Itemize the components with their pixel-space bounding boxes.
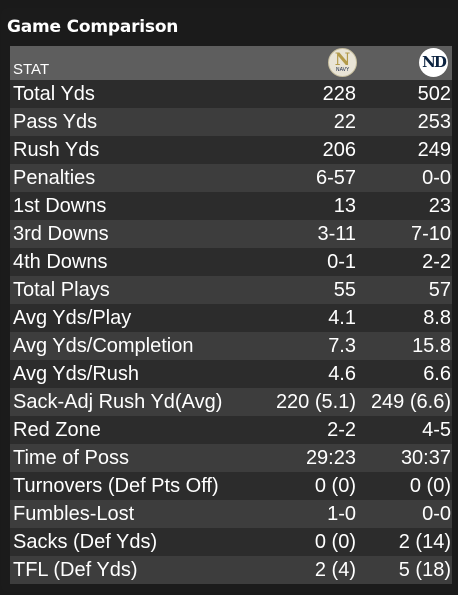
- notre-dame-value: 15.8: [412, 335, 451, 357]
- table-row: Sack-Adj Rush Yd(Avg) 220 (5.1) 249 (6.6): [10, 388, 452, 416]
- navy-logo-sub: NAVY: [335, 67, 350, 73]
- stat-label: Sack-Adj Rush Yd(Avg): [13, 391, 223, 413]
- navy-value: 1-0: [327, 503, 356, 525]
- stat-label: Avg Yds/Rush: [13, 363, 140, 385]
- game-comparison-panel: Game Comparison STAT N NAVY ND Total Yds…: [1, 8, 456, 592]
- navy-value: 55: [333, 279, 356, 301]
- comparison-table: STAT N NAVY ND Total Yds 228 502 Pass Yds 22…: [10, 46, 452, 584]
- table-row: 4th Downs 0-1 2-2: [10, 248, 452, 276]
- table-row: Avg Yds/Play 4.1 8.8: [10, 304, 452, 332]
- notre-dame-logo-letter: ND: [422, 53, 447, 71]
- stat-label: Avg Yds/Completion: [13, 335, 194, 357]
- stat-label: 1st Downs: [13, 195, 107, 217]
- navy-value: 29:23: [305, 447, 356, 469]
- table-row: TFL (Def Yds) 2 (4) 5 (18): [10, 556, 452, 584]
- table-row: Fumbles-Lost 1-0 0-0: [10, 500, 452, 528]
- navy-value: 13: [333, 195, 356, 217]
- notre-dame-value: 7-10: [410, 223, 451, 245]
- notre-dame-value: 57: [428, 279, 451, 301]
- table-body: Total Yds 228 502 Pass Yds 22 253 Rush Yds 206 2…: [10, 80, 452, 584]
- notre-dame-value: 30:37: [400, 447, 451, 469]
- stat-label: Total Plays: [13, 279, 110, 301]
- navy-logo-icon[interactable]: N NAVY: [328, 48, 357, 77]
- stat-label: Sacks (Def Yds): [13, 531, 158, 553]
- table-row: Time of Poss 29:23 30:37: [10, 444, 452, 472]
- navy-value: 4.1: [328, 307, 356, 329]
- stat-label: Fumbles-Lost: [13, 503, 135, 525]
- navy-value: 3-11: [317, 223, 356, 245]
- stat-label: Red Zone: [13, 419, 101, 441]
- stat-label: Turnovers (Def Pts Off): [13, 475, 219, 497]
- notre-dame-value: 0 (0): [409, 475, 451, 497]
- navy-value: 4.6: [328, 363, 356, 385]
- table-row: Total Plays 55 57: [10, 276, 452, 304]
- notre-dame-value: 253: [417, 111, 451, 133]
- notre-dame-value: 0-0: [422, 503, 451, 525]
- navy-value: 2 (4): [314, 559, 356, 581]
- stat-label: 4th Downs: [13, 251, 108, 273]
- stat-label: Avg Yds/Play: [13, 307, 132, 329]
- navy-value: 22: [333, 111, 356, 133]
- table-row: Sacks (Def Yds) 0 (0) 2 (14): [10, 528, 452, 556]
- notre-dame-value: 4-5: [422, 419, 451, 441]
- notre-dame-value: 2-2: [422, 251, 451, 273]
- table-row: 1st Downs 13 23: [10, 192, 452, 220]
- navy-logo-letter: N: [334, 50, 351, 70]
- table-row: Total Yds 228 502: [10, 80, 452, 108]
- notre-dame-value: 249 (6.6): [370, 391, 451, 413]
- stat-label: Time of Poss: [13, 447, 129, 469]
- table-row: Red Zone 2-2 4-5: [10, 416, 452, 444]
- stat-label: Penalties: [13, 167, 96, 189]
- table-row: Turnovers (Def Pts Off) 0 (0) 0 (0): [10, 472, 452, 500]
- stat-label: Rush Yds: [13, 139, 100, 161]
- navy-value: 206: [322, 139, 356, 161]
- navy-value: 220 (5.1): [275, 391, 356, 413]
- notre-dame-value: 5 (18): [398, 559, 451, 581]
- table-row: Rush Yds 206 249: [10, 136, 452, 164]
- notre-dame-value: 502: [417, 83, 451, 105]
- navy-value: 2-2: [327, 419, 356, 441]
- stat-label: TFL (Def Yds): [13, 559, 138, 581]
- navy-value: 0 (0): [314, 531, 356, 553]
- notre-dame-value: 6.6: [423, 363, 451, 385]
- notre-dame-value: 0-0: [422, 167, 451, 189]
- table-row: 3rd Downs 3-11 7-10: [10, 220, 452, 248]
- navy-value: 0-1: [327, 251, 356, 273]
- notre-dame-value: 249: [417, 139, 451, 161]
- notre-dame-value: 2 (14): [398, 531, 451, 553]
- table-row: Avg Yds/Completion 7.3 15.8: [10, 332, 452, 360]
- table-header-row: STAT N NAVY ND: [10, 46, 452, 80]
- navy-value: 228: [322, 83, 356, 105]
- navy-value: 6-57: [315, 167, 356, 189]
- table-row: Penalties 6-57 0-0: [10, 164, 452, 192]
- table-row: Pass Yds 22 253: [10, 108, 452, 136]
- stat-label: Total Yds: [13, 83, 95, 105]
- table-row: Avg Yds/Rush 4.6 6.6: [10, 360, 452, 388]
- notre-dame-value: 23: [428, 195, 451, 217]
- stat-label: 3rd Downs: [13, 223, 109, 245]
- notre-dame-value: 8.8: [423, 307, 451, 329]
- stat-label: Pass Yds: [13, 111, 98, 133]
- navy-value: 7.3: [328, 335, 356, 357]
- stat-column-header: STAT: [13, 61, 50, 78]
- notre-dame-logo-icon[interactable]: ND: [419, 48, 448, 77]
- navy-value: 0 (0): [314, 475, 356, 497]
- panel-title: Game Comparison: [7, 17, 179, 37]
